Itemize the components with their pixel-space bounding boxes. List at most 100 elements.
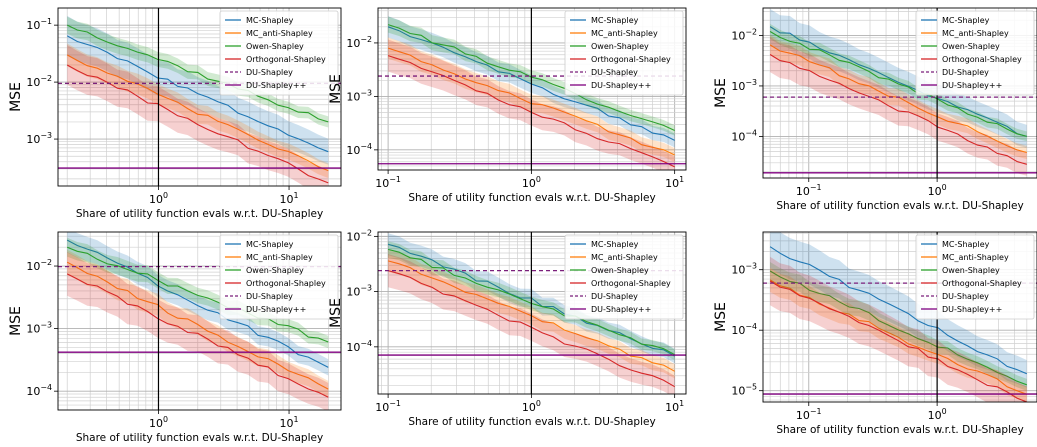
y-axis-label: MSE: [713, 78, 729, 108]
axes-frame: [762, 7, 1037, 179]
legend-label: Orthogonal-Shapley: [246, 279, 326, 288]
series-line: [769, 280, 1028, 402]
series-line: [769, 246, 1028, 375]
plot-area: [58, 8, 341, 186]
y-axis-label: MSE: [328, 298, 344, 328]
tick-label: 10−4: [346, 142, 372, 157]
x-axis-label: Share of utility function evals w.r.t. D…: [408, 416, 655, 428]
legend: MC-Shapley MC_anti-Shapley Owen-Shapley Ort…: [564, 234, 684, 320]
series-line: [769, 54, 1027, 165]
legend-label: DU-Shapley++: [942, 305, 1002, 314]
legend-label: DU-Shapley++: [246, 81, 306, 90]
legend-label: DU-Shapley++: [942, 81, 1002, 90]
series-line: [769, 31, 1027, 137]
legend-label: Orthogonal-Shapley: [591, 279, 671, 288]
axes-frame: [57, 231, 342, 411]
legend-label: Owen-Shapley: [942, 266, 1000, 275]
legend: MC-Shapley MC_anti-Shapley Owen-Shapley Ort…: [915, 10, 1035, 96]
y-axis-label: MSE: [328, 74, 344, 104]
legend-label: Orthogonal-Shapley: [591, 55, 671, 64]
tick-label: 10−4: [731, 322, 757, 337]
legend-label: MC-Shapley: [591, 16, 639, 25]
series-line: [66, 24, 329, 123]
tick-label: 100: [149, 191, 168, 206]
legend: MC-Shapley MC_anti-Shapley Owen-Shapley Ort…: [564, 10, 684, 96]
tick-label: 10−3: [731, 262, 757, 277]
legend-label: DU-Shapley: [591, 68, 638, 77]
legend-box: [219, 234, 339, 320]
tick-label: 100: [522, 399, 541, 414]
series-line: [66, 64, 329, 184]
series-band: [770, 262, 1027, 391]
series-band: [770, 8, 1027, 148]
tick-label: 10−2: [346, 228, 372, 243]
tick-label: 10−4: [26, 383, 52, 398]
legend-label: Owen-Shapley: [942, 42, 1000, 51]
legend-label: MC_anti-Shapley: [246, 253, 313, 262]
subplot-4: 100 101 10−4 10−3 10−2 Share of utility funct…: [8, 231, 342, 444]
series-line: [66, 273, 329, 398]
series-band: [770, 232, 1027, 388]
legend-label: DU-Shapley: [942, 68, 989, 77]
legend-label: Orthogonal-Shapley: [942, 55, 1022, 64]
series-line: [66, 261, 329, 390]
tick-label: 100: [928, 407, 947, 422]
legend-label: MC_anti-Shapley: [591, 253, 658, 262]
tick-label: 10−3: [26, 321, 52, 336]
legend-box: [564, 234, 684, 320]
subplot-3: 10−1 100 10−4 10−3 10−2 Share of utility func…: [713, 7, 1037, 212]
x-axis-label: Share of utility function evals w.r.t. D…: [776, 200, 1023, 212]
subplot-5: 10−1 100 101 10−4 10−3 10−2 Share of utility f…: [328, 228, 687, 428]
series-line: [66, 239, 329, 368]
axes-frame: [377, 7, 687, 171]
legend-label: DU-Shapley: [942, 292, 989, 301]
plot-area: [58, 232, 341, 410]
series-band: [67, 43, 329, 178]
legend-label: MC_anti-Shapley: [246, 29, 313, 38]
legend-label: MC-Shapley: [246, 240, 294, 249]
legend-label: Owen-Shapley: [246, 266, 304, 275]
series-line: [66, 54, 329, 172]
tick-label: 101: [665, 175, 684, 190]
tick-label: 10−4: [346, 339, 372, 354]
plot-area: [763, 8, 1037, 178]
tick-label: 10−3: [731, 78, 757, 93]
subplot-2: 10−1 100 101 10−4 10−3 10−2 Share of utility f…: [328, 7, 687, 204]
axes-frame: [762, 231, 1037, 403]
series-band: [770, 23, 1027, 142]
tick-label: 10−4: [731, 128, 757, 143]
series-band: [770, 256, 1027, 402]
tick-label: 10−3: [26, 131, 52, 146]
tick-label: 10−5: [731, 383, 757, 398]
tick-label: 10−2: [346, 35, 372, 50]
series-band: [67, 249, 329, 398]
tick-label: 10−1: [796, 407, 822, 422]
series-band: [770, 36, 1027, 176]
legend-box: [915, 234, 1035, 320]
axes-frame: [377, 231, 687, 395]
y-axis-label: MSE: [8, 306, 24, 336]
legend-box: [219, 10, 339, 96]
legend-label: Owen-Shapley: [591, 266, 649, 275]
legend-label: Owen-Shapley: [246, 42, 304, 51]
series-line: [769, 270, 1027, 386]
tick-label: 10−2: [26, 74, 52, 89]
x-axis-label: Share of utility function evals w.r.t. D…: [408, 192, 655, 204]
series-line: [66, 246, 329, 343]
tick-label: 10−2: [731, 27, 757, 42]
legend-label: DU-Shapley: [246, 68, 293, 77]
legend-label: DU-Shapley++: [246, 305, 306, 314]
tick-label: 10−3: [346, 88, 372, 103]
tick-label: 101: [665, 399, 684, 414]
tick-label: 100: [149, 415, 168, 430]
tick-label: 100: [928, 183, 947, 198]
legend-label: Orthogonal-Shapley: [942, 279, 1022, 288]
legend: MC-Shapley MC_anti-Shapley Owen-Shapley Ort…: [219, 10, 339, 96]
tick-label: 101: [280, 415, 299, 430]
tick-label: 10−1: [26, 17, 52, 32]
legend: MC-Shapley MC_anti-Shapley Owen-Shapley Ort…: [219, 234, 339, 320]
series-band: [67, 252, 329, 410]
plot-area: [378, 232, 686, 394]
legend-box: [564, 10, 684, 96]
axes-frame: [57, 7, 342, 187]
